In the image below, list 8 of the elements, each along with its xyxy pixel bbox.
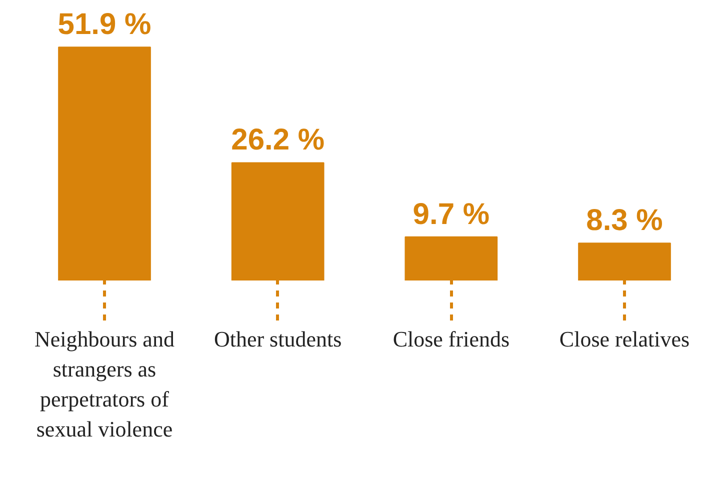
data-label: 8.3 % <box>586 204 663 238</box>
x-tick-label: Other students <box>214 326 342 352</box>
x-tick-label: Close relatives <box>559 326 690 352</box>
x-tick-label: Close friends <box>392 326 510 352</box>
data-label: 9.7 % <box>412 198 490 231</box>
data-label: 51.9 % <box>58 8 152 42</box>
x-tick-label: Neighbours and strangers as perpetrators of sexual violence <box>34 326 174 442</box>
data-label: 26.2 % <box>231 124 325 157</box>
